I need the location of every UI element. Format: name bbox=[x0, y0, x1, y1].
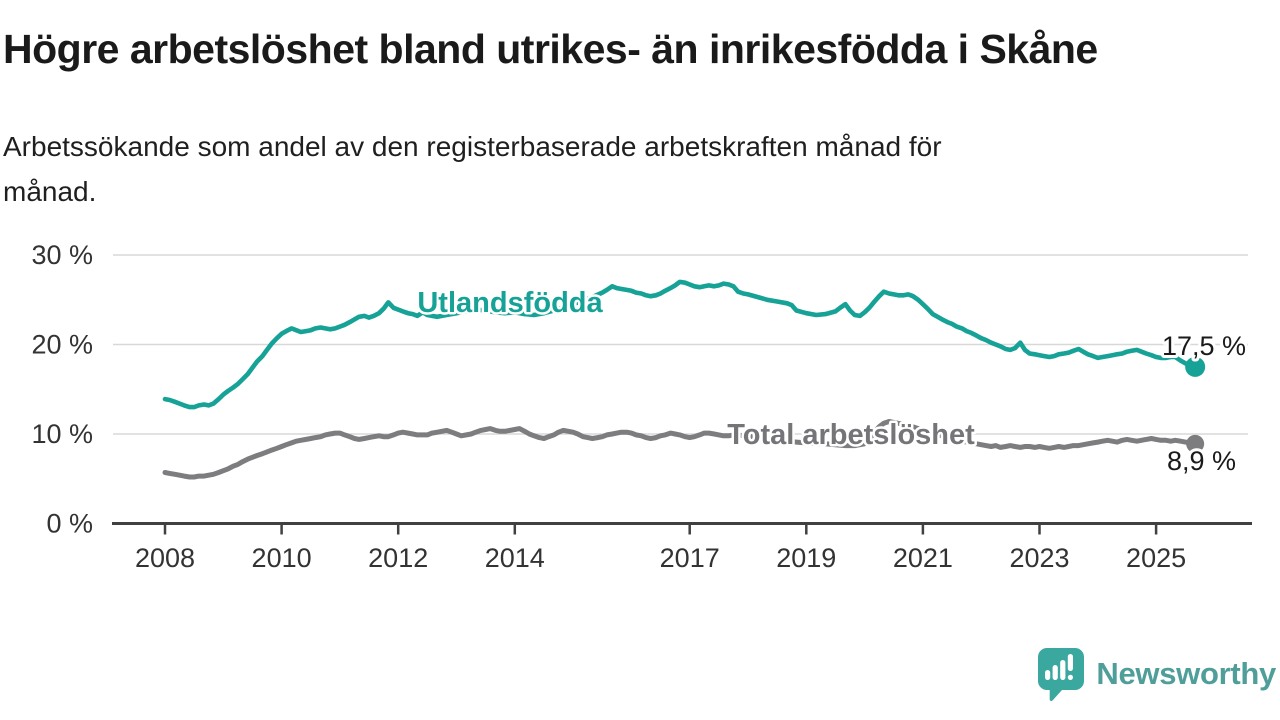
series-line-total bbox=[162, 419, 1198, 480]
newsworthy-speech-bubble-chart-icon bbox=[1038, 648, 1085, 702]
series-label-total-arbetsloshet: Total arbetslöshet bbox=[727, 419, 975, 451]
series-label-utlandsfodda: Utlandsfödda bbox=[417, 287, 603, 319]
end-value-label-utlandsfodda: 17,5 % bbox=[1162, 331, 1246, 361]
y-axis-label-0: 0 % bbox=[46, 509, 93, 539]
x-axis-label-2021: 2021 bbox=[893, 543, 953, 573]
y-axis-label-30: 30 % bbox=[31, 240, 93, 270]
logo-exclamation-bar bbox=[1068, 654, 1074, 671]
series-end-dot-total bbox=[1186, 434, 1205, 453]
logo-exclamation-dot bbox=[1068, 674, 1074, 680]
chart-title: Högre arbetslöshet bland utrikes- än inr… bbox=[3, 26, 1098, 72]
x-axis-label-2025: 2025 bbox=[1126, 543, 1186, 573]
end-value-label-total: 8,9 % bbox=[1167, 446, 1236, 476]
chart-subtitle-line2: månad. bbox=[3, 176, 97, 207]
series-line-utlandsfodda bbox=[162, 279, 1198, 410]
newsworthy-logo: Newsworthy bbox=[1036, 646, 1276, 702]
y-axis-label-20: 20 % bbox=[31, 330, 93, 360]
newsworthy-wordmark: Newsworthy bbox=[1096, 656, 1276, 691]
x-axis-label-2014: 2014 bbox=[485, 543, 545, 573]
line-chart-plot: 30 % 20 % 10 % 0 % 2008 2010 2012 2014 2017 2019 2… bbox=[31, 240, 1252, 573]
y-axis-label-10: 10 % bbox=[31, 419, 93, 449]
x-axis-label-2017: 2017 bbox=[660, 543, 720, 573]
x-axis-label-2010: 2010 bbox=[252, 543, 312, 573]
x-axis-label-2019: 2019 bbox=[776, 543, 836, 573]
x-axis-label-2012: 2012 bbox=[368, 543, 428, 573]
logo-bar-1 bbox=[1045, 670, 1051, 680]
x-axis-label-2008: 2008 bbox=[135, 543, 195, 573]
series-end-dot-utlandsfodda bbox=[1185, 356, 1206, 377]
logo-bar-3 bbox=[1060, 660, 1066, 680]
logo-bar-2 bbox=[1052, 665, 1059, 680]
chart-subtitle: Arbetssökande som andel av den registerb… bbox=[3, 124, 942, 214]
x-axis-label-2023: 2023 bbox=[1009, 543, 1069, 573]
chart-subtitle-line1: Arbetssökande som andel av den registerb… bbox=[3, 131, 942, 162]
